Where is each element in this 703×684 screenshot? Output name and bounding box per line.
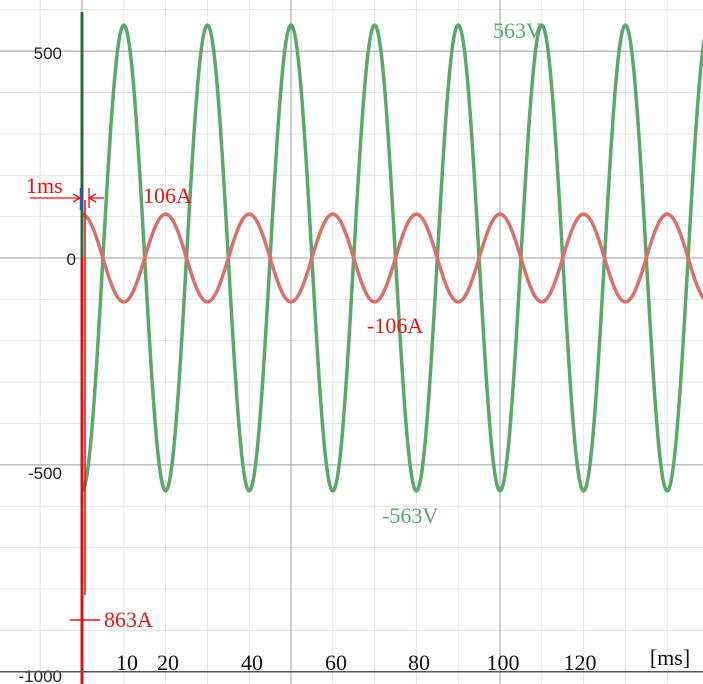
- x-tick-label: 100: [487, 650, 520, 675]
- current-max-label: 106A: [143, 183, 192, 208]
- current-series-line: [81, 212, 703, 304]
- y-tick-label: 0: [67, 250, 76, 269]
- x-tick-label: 20: [157, 650, 179, 675]
- x-tick-label: 60: [325, 650, 347, 675]
- spike-label: 863A: [104, 607, 153, 632]
- x-tick-label: 10: [116, 650, 138, 675]
- y-tick-label: -500: [28, 464, 62, 483]
- y-axis: 500 0 -500 -1000: [19, 44, 76, 684]
- series-layer: [81, 23, 703, 493]
- x-tick-label: 40: [241, 650, 263, 675]
- voltage-min-label: -563V: [382, 503, 438, 528]
- annotations: 563V -563V 106A -106A 863A 1ms: [26, 18, 542, 632]
- voltage-max-label: 563V: [493, 18, 542, 43]
- x-axis: 10 20 40 60 80 100 120 [ms]: [116, 645, 690, 675]
- dt-label: 1ms: [26, 173, 63, 198]
- x-axis-unit-label: [ms]: [650, 645, 690, 670]
- x-tick-label: 120: [564, 650, 597, 675]
- current-min-label: -106A: [367, 313, 423, 338]
- y-tick-label: -1000: [19, 667, 62, 684]
- axis-layer: [0, 12, 703, 684]
- x-tick-label: 80: [408, 650, 430, 675]
- y-tick-label: 500: [34, 44, 62, 63]
- dt-marker: [30, 188, 104, 208]
